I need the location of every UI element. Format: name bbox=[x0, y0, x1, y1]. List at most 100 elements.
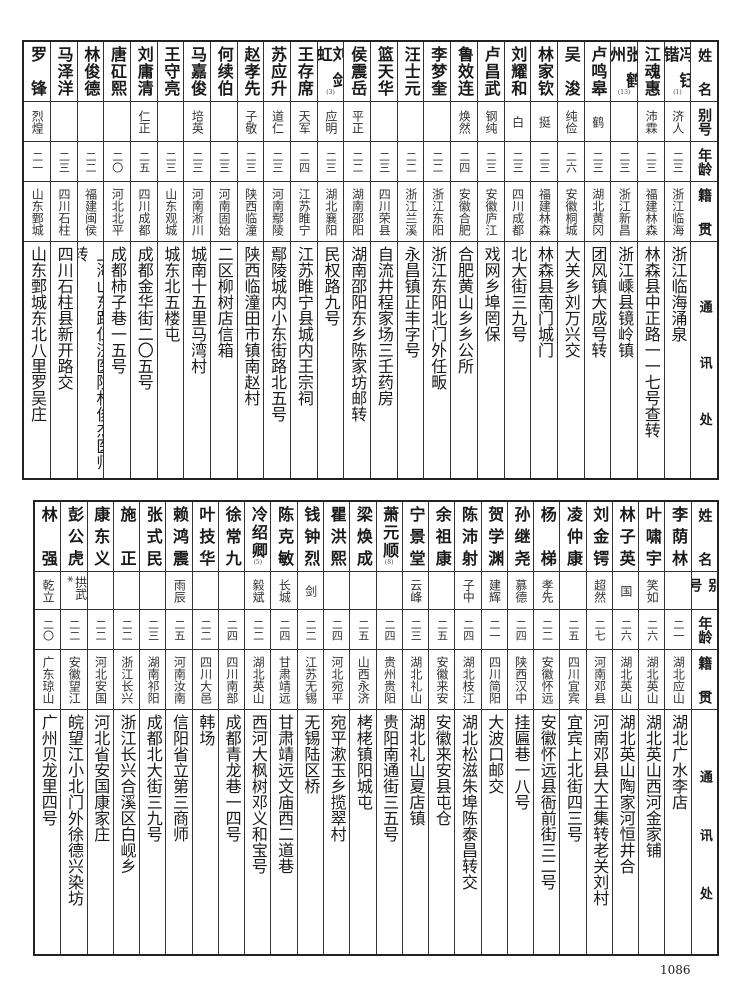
cell-age: 二二 bbox=[424, 142, 451, 182]
person-name: 李梦奎 bbox=[428, 46, 448, 96]
table-row: 叶技华 二二 四川大邑 韩场 bbox=[191, 502, 218, 954]
person-age: 二七 bbox=[593, 618, 607, 641]
cell-origin: 陕西临潼 bbox=[237, 182, 264, 242]
person-name: 刘庸清 bbox=[134, 46, 154, 96]
name-wrap: 钱钟烈 bbox=[301, 506, 320, 567]
table-row: 凌仲康 二五 四川宜宾 宜宾上北街四三号 bbox=[559, 502, 586, 954]
cell-alias bbox=[192, 572, 218, 610]
person-name: 刘剑虹 bbox=[317, 46, 344, 88]
cell-name: 宁景堂 bbox=[402, 502, 429, 572]
cell-age: 二三 bbox=[637, 142, 664, 182]
table-row: 赵孝先 子敬 二三 陕西临潼 陕西临潼田市镇南赵村 bbox=[236, 42, 264, 478]
person-name: 徐常九 bbox=[222, 506, 242, 566]
person-name: 林家钦 bbox=[535, 46, 555, 96]
person-address: 合肥黄山乡乡公所 bbox=[454, 246, 474, 374]
cell-age: 二二 bbox=[113, 610, 140, 650]
table-row: 江魂惠 沛霖 二三 福建林森 林森县中正路一一七号查转 bbox=[636, 42, 664, 478]
cell-age: 二二 bbox=[297, 610, 324, 650]
cell-alias: 天军 bbox=[291, 102, 317, 142]
cell-address: 上海山东路仁济医院林俊杰医师转 bbox=[78, 242, 104, 478]
cell-age: 二四 bbox=[507, 610, 534, 650]
cell-origin: 四川南部 bbox=[218, 650, 245, 710]
person-alias: 天军 bbox=[297, 109, 312, 134]
cell-age: 二六 bbox=[639, 610, 665, 650]
cell-address: 林森县中正路一一七号查转 bbox=[638, 242, 664, 478]
person-address: 永昌镇正丰字号 bbox=[401, 246, 421, 358]
table-row: 刘耀和白二三 四川成都 北大街三九号 bbox=[503, 42, 531, 478]
person-name: 鲁效连 bbox=[454, 46, 474, 96]
person-age: 二三 bbox=[644, 150, 658, 173]
person-age: 二三 bbox=[537, 150, 551, 173]
person-name: 张式民 bbox=[143, 506, 163, 566]
table-row: 马泽洋 二三 四川石柱 四川石柱县新开路交 bbox=[49, 42, 77, 478]
person-origin: 福建林森 bbox=[537, 187, 552, 236]
person-name: 王存席 bbox=[294, 46, 314, 96]
cell-origin: 湖北襄阳 bbox=[317, 182, 344, 242]
directory-table-top: 姓名 别号 年龄 籍贯 通讯处 冯钰锴 (1) 济人 二三 浙江临海 浙江临海涌泉 江魂惠 沛霖 二三 福建… bbox=[22, 40, 719, 480]
person-alias: 济人 bbox=[670, 109, 685, 134]
person-name: 宁景堂 bbox=[406, 506, 426, 566]
person-address: 湖北广水李店 bbox=[669, 714, 689, 810]
person-age: 二四 bbox=[225, 618, 239, 641]
person-age: 二三 bbox=[57, 150, 71, 173]
cell-age: 二〇 bbox=[35, 610, 61, 650]
person-alias: 沛霖 bbox=[644, 109, 659, 134]
name-wrap: 孙继尧 bbox=[512, 506, 531, 567]
cell-alias: 纯俭 bbox=[557, 102, 584, 142]
cell-alias bbox=[324, 572, 350, 610]
person-origin: 广东琼山 bbox=[41, 655, 56, 704]
person-address: 浙江东阳北门外任畈 bbox=[428, 246, 448, 390]
person-origin: 河南淅川 bbox=[190, 187, 205, 236]
cell-age: 二五 bbox=[429, 610, 455, 650]
person-age: 二五 bbox=[137, 150, 151, 173]
cell-address: 西河大枫树邓义和宝号 bbox=[245, 710, 270, 954]
cell-origin: 河南淅川 bbox=[184, 182, 210, 242]
person-age: 二五 bbox=[435, 618, 449, 641]
table-row: 康东义 二二 河北安国 河北省安国康家庄 bbox=[86, 502, 113, 954]
table-row: 吴浚 纯俭 二六 安徽桐城 大关乡刘万兴交 bbox=[556, 42, 584, 478]
table-row: 叶啸宇 笑如 二六 湖北英山 湖北英山西河金家铺 bbox=[638, 502, 665, 954]
cell-origin: 山西永济 bbox=[350, 650, 376, 710]
table-row: 林家钦挺二三 福建林森 林森县南门城门 bbox=[530, 42, 557, 478]
person-address: 湖北礼山夏店镇 bbox=[406, 714, 426, 826]
person-origin: 安徽怀远 bbox=[540, 655, 555, 704]
person-age: 二三 bbox=[164, 150, 178, 173]
name-wrap: 吴浚 bbox=[562, 46, 581, 97]
cell-origin: 四川宜宾 bbox=[560, 650, 586, 710]
cell-origin: 湖北英山 bbox=[612, 650, 639, 710]
table-row: 张鹤州 (13) 二三 浙江新昌 浙江嵊县镜岭镇 bbox=[610, 42, 637, 478]
person-alias: 云峰 bbox=[408, 578, 423, 603]
cell-alias: 沛霖 bbox=[637, 102, 664, 142]
name-wrap: 杨梯 bbox=[538, 506, 557, 567]
cell-age: 二四 bbox=[218, 610, 245, 650]
person-name: 凌仲康 bbox=[564, 506, 584, 566]
cell-origin: 四川荣县 bbox=[371, 182, 397, 242]
cell-alias: 烈煌 bbox=[24, 102, 50, 142]
person-address: 甘肃靖远文庙西二道巷 bbox=[275, 714, 295, 874]
person-age: 二四 bbox=[297, 150, 311, 173]
person-name: 赖鸿震 bbox=[170, 506, 190, 566]
name-wrap: 叶技华 bbox=[196, 506, 215, 567]
name-wrap: 贺学渊 bbox=[485, 506, 504, 567]
person-age: 二六 bbox=[645, 618, 659, 641]
name-wrap: 马泽洋 bbox=[55, 46, 74, 97]
cell-age: 二四 bbox=[376, 610, 402, 650]
person-age: 二三 bbox=[270, 150, 284, 173]
cell-name: 叶啸宇 bbox=[639, 502, 665, 572]
table-row: 汪士元 二二 浙江兰溪 永昌镇正丰字号 bbox=[396, 42, 424, 478]
name-wrap: 罗锋 bbox=[28, 46, 47, 97]
cell-name: 江魂惠 bbox=[637, 42, 664, 102]
cell-alias: 鹤 bbox=[584, 102, 611, 142]
cell-address: 成都北大街三九号 bbox=[140, 710, 165, 954]
cell-age: 二二 bbox=[87, 610, 113, 650]
cell-alias bbox=[104, 102, 130, 142]
cell-address: 挂匾巷一八号 bbox=[508, 710, 533, 954]
cell-alias: 云峰 bbox=[402, 572, 429, 610]
table-row: 余祖康 二五 安徽来安 安徽来安县屯仓 bbox=[428, 502, 455, 954]
cell-name: 杨梯 bbox=[534, 502, 560, 572]
cell-age: 二三 bbox=[50, 142, 77, 182]
person-origin: 湖北襄阳 bbox=[323, 187, 338, 236]
person-address: 贵阳南通街三五号 bbox=[380, 714, 400, 842]
cell-age: 二五 bbox=[350, 610, 376, 650]
person-address: 湖南邵阳东乡陈家坊邮转 bbox=[348, 246, 368, 422]
